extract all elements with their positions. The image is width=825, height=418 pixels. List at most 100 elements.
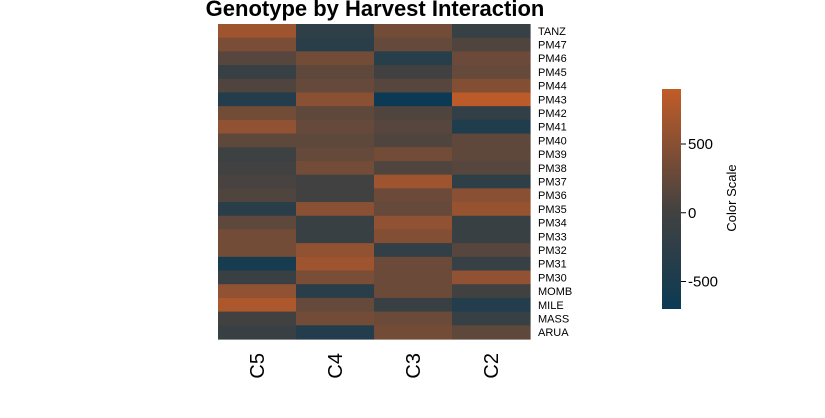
heatmap-cell: [218, 325, 297, 340]
heatmap-cell: [374, 325, 453, 340]
row-label: PM30: [538, 272, 567, 284]
heatmap-cell: [296, 37, 375, 52]
heatmap-cell: [374, 37, 453, 52]
row-label: PM37: [538, 177, 567, 189]
heatmap-cell: [452, 215, 531, 231]
column-label: C3: [403, 353, 425, 379]
row-label: TANZ: [538, 26, 566, 38]
heatmap-cell: [452, 284, 531, 299]
row-label: PM44: [538, 81, 567, 93]
heatmap-cell: [374, 92, 453, 107]
heatmap-cell: [296, 311, 375, 326]
color-scale-tick-label: -500: [688, 274, 718, 291]
row-label: PM42: [538, 108, 567, 120]
heatmap-cell: [452, 297, 531, 313]
row-label: PM40: [538, 135, 567, 147]
heatmap-cell: [296, 270, 375, 285]
heatmap-cell: [296, 325, 375, 340]
row-label: PM35: [538, 204, 567, 216]
color-scale-tick-label: 0: [688, 205, 696, 222]
heatmap-cell: [374, 78, 453, 94]
heatmap-cell: [218, 133, 297, 148]
column-labels: C5 C4 C3 C2: [247, 353, 503, 379]
column-label: C2: [481, 353, 503, 379]
heatmap-cell: [452, 325, 531, 340]
heatmap-cell: [374, 51, 453, 66]
heatmap-cell: [296, 174, 375, 189]
heatmap-cell: [296, 188, 375, 203]
heatmap-cell: [296, 284, 375, 299]
heatmap-cells: [218, 24, 531, 340]
heatmap-cell: [296, 256, 375, 272]
row-label: PM36: [538, 190, 567, 202]
column-label: C4: [325, 353, 347, 379]
heatmap-cell: [296, 215, 375, 231]
heatmap-cell: [374, 174, 453, 189]
heatmap-cell: [374, 106, 453, 121]
heatmap-cell: [374, 284, 453, 299]
heatmap-cell: [218, 311, 297, 326]
heatmap-cell: [296, 147, 375, 162]
heatmap-cell: [218, 256, 297, 272]
heatmap-cell: [218, 65, 297, 80]
heatmap-cell: [452, 92, 531, 107]
row-label: PM38: [538, 163, 567, 175]
heatmap-cell: [452, 202, 531, 217]
heatmap-cell: [452, 243, 531, 258]
chart-title: Genotype by Harvest Interaction: [206, 0, 545, 21]
heatmap-cell: [452, 51, 531, 66]
heatmap-cell: [296, 229, 375, 244]
heatmap-cell: [452, 119, 531, 135]
heatmap-cell: [218, 188, 297, 203]
row-label: PM34: [538, 218, 567, 230]
heatmap-cell: [296, 106, 375, 121]
color-scale-bar: [662, 89, 681, 309]
heatmap-cell: [296, 92, 375, 107]
row-label: PM47: [538, 40, 567, 52]
heatmap-cell: [452, 229, 531, 244]
heatmap-cell: [218, 24, 297, 39]
heatmap-cell: [218, 297, 297, 313]
heatmap-cell: [374, 229, 453, 244]
heatmap-cell: [452, 37, 531, 52]
color-scale-ticks: 500 0 -500: [681, 136, 718, 291]
heatmap-cell: [374, 147, 453, 162]
heatmap-cell: [452, 24, 531, 39]
heatmap-cell: [452, 256, 531, 272]
color-scale-title: Color Scale: [724, 164, 739, 231]
heatmap-cell: [218, 92, 297, 107]
heatmap-cell: [218, 119, 297, 135]
heatmap-cell: [218, 215, 297, 231]
heatmap-cell: [218, 147, 297, 162]
row-label: PM32: [538, 245, 567, 257]
row-label: PM33: [538, 231, 567, 243]
heatmap-cell: [296, 133, 375, 148]
heatmap-cell: [452, 188, 531, 203]
heatmap-cell: [374, 160, 453, 176]
heatmap-cell: [218, 106, 297, 121]
row-label: MOMB: [538, 286, 572, 298]
heatmap-cell: [218, 174, 297, 189]
color-scale-legend: 500 0 -500 Color Scale: [662, 89, 739, 309]
heatmap-cell: [296, 78, 375, 94]
row-label: PM41: [538, 122, 567, 134]
heatmap-cell: [452, 106, 531, 121]
heatmap-cell: [296, 65, 375, 80]
heatmap-cell: [296, 24, 375, 39]
heatmap-cell: [296, 202, 375, 217]
heatmap-cell: [218, 270, 297, 285]
heatmap-cell: [374, 188, 453, 203]
heatmap-cell: [374, 65, 453, 80]
heatmap-cell: [374, 24, 453, 39]
heatmap-cell: [374, 256, 453, 272]
heatmap-cell: [296, 297, 375, 313]
heatmap-cell: [452, 270, 531, 285]
heatmap-cell: [218, 160, 297, 176]
heatmap-cell: [218, 229, 297, 244]
heatmap-cell: [452, 65, 531, 80]
heatmap-cell: [452, 133, 531, 148]
heatmap-cell: [296, 243, 375, 258]
row-label: MILE: [538, 300, 564, 312]
